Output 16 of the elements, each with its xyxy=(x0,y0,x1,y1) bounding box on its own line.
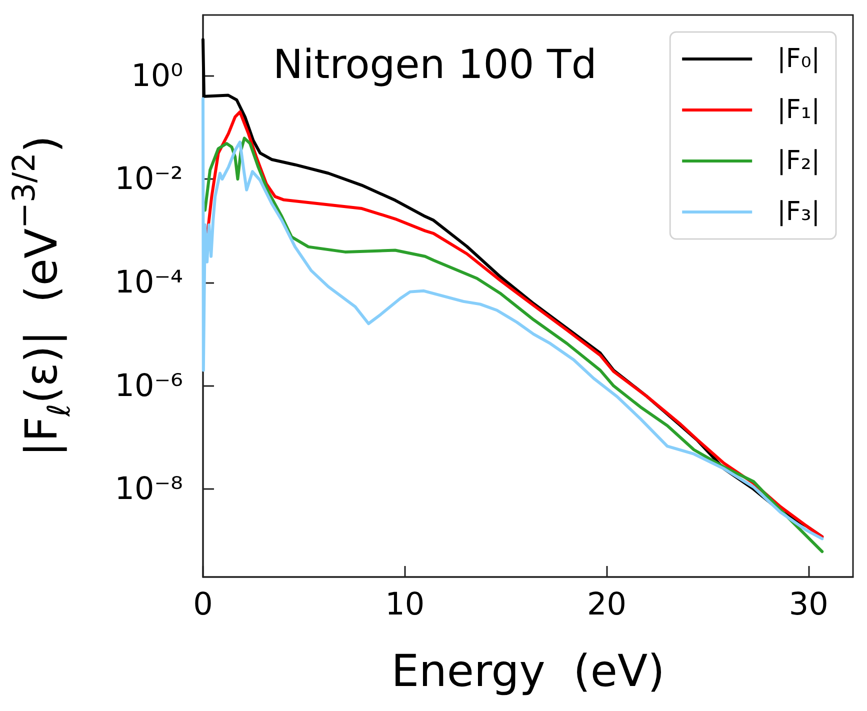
y-tick-label: 10⁰ xyxy=(131,58,183,94)
y-tick-label: 10⁻⁶ xyxy=(114,368,183,404)
legend-label: |F₀| xyxy=(777,44,820,74)
y-tick-label: 10⁻² xyxy=(114,161,183,198)
legend-label: |F₃| xyxy=(777,197,820,227)
x-axis-title: Energy (eV) xyxy=(391,646,665,698)
x-tick-label: 10 xyxy=(385,586,425,622)
y-axis-title: |Fℓ(ε)| (eV−3/2) xyxy=(6,135,78,457)
y-tick-label: 10⁻⁸ xyxy=(114,471,183,508)
x-tick-label: 20 xyxy=(587,586,626,622)
x-tick-label: 30 xyxy=(788,586,828,622)
x-tick-label: 0 xyxy=(193,586,213,622)
legend-label: |F₁| xyxy=(777,95,820,125)
text: Nitrogen 100 Td xyxy=(273,42,597,88)
y-tick-label: 10⁻⁴ xyxy=(114,264,183,300)
legend-label: |F₂| xyxy=(777,146,820,176)
